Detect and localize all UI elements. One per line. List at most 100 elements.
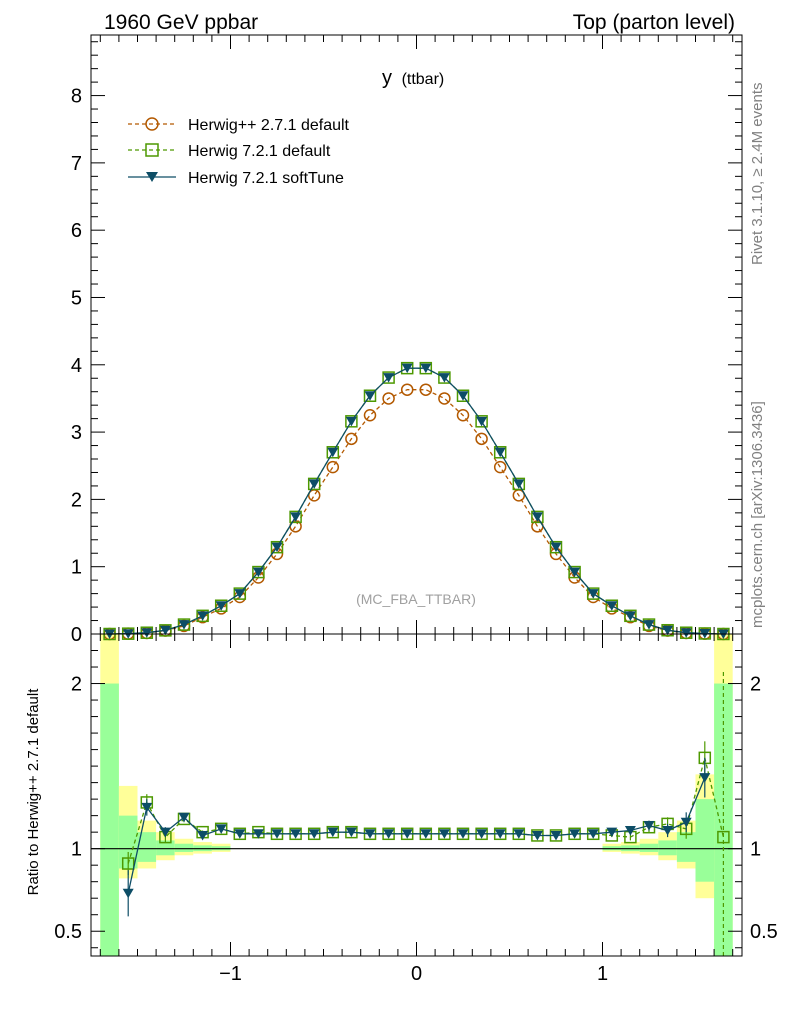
main-point-1 [493,446,507,459]
ratio-point-1 [159,827,171,838]
main-point-1 [196,609,209,623]
main-point-1 [568,565,581,579]
y-tick-label-main: 2 [71,489,82,511]
legend-marker-square [145,143,159,157]
main-point-2 [476,416,488,427]
main-point-1 [307,477,321,491]
ratio-point-1 [699,773,711,783]
main-point-0 [438,392,451,405]
main-series-line-2 [109,367,724,635]
ratio-point-1 [457,829,469,839]
ratio-point-0 [121,857,135,870]
y-tick-label-ratio-left: 2 [71,674,82,696]
ratio-point-1 [531,830,543,841]
main-point-1 [326,446,340,459]
ratio-band-green [137,832,157,862]
ratio-point-1 [141,802,153,813]
main-point-2 [569,567,581,578]
main-point-1 [252,565,265,579]
main-point-2 [587,589,599,599]
ratio-point-1 [494,829,506,839]
main-point-2 [234,589,246,599]
ratio-point-1 [550,830,562,841]
legend-entry-softtune: Herwig 7.2.1 softTune [128,170,344,187]
y-tick-label-main: 6 [71,220,82,242]
main-point-1 [382,371,395,384]
ratio-band-green [695,799,715,882]
main-point-2 [457,391,469,401]
main-point-1 [345,415,358,428]
main-point-2 [141,628,153,638]
ratio-point-1 [587,829,599,839]
main-series-line-0 [109,389,724,635]
main-point-1 [475,415,488,428]
main-point-2 [513,479,525,489]
ratio-band-green [658,840,677,856]
main-point-2 [531,512,543,522]
y-tick-label-ratio-right: 2 [750,674,761,696]
main-point-2 [550,542,562,553]
legend-marker-circle [145,117,159,131]
ratio-point-1 [513,829,525,839]
main-point-1 [549,540,563,554]
ratio-point-1 [624,826,636,836]
main-point-2 [383,373,395,383]
legend-entry-herwig72: Herwig 7.2.1 default [128,143,331,160]
legend-entry-herwigpp: Herwig++ 2.7.1 default [128,117,350,134]
ratio-series-layer [121,671,730,956]
main-point-2 [438,373,450,383]
ratio-point-1 [271,829,283,839]
ratio-point-1 [327,827,339,838]
analysis-tag: (MC_FBA_TTBAR) [356,591,476,607]
main-point-1 [642,618,656,631]
main-point-1 [531,510,544,524]
main-point-0 [345,432,358,446]
y-tick-label-ratio-right: 0.5 [750,921,778,943]
ratio-point-1 [662,826,674,836]
ratio-band-green [100,683,119,956]
main-point-1 [289,510,302,524]
x-tick-label: −1 [219,963,242,985]
header-left: 1960 GeV ppbar [104,11,258,34]
y-tick-label-main: 4 [71,355,82,377]
ratio-point-1 [476,829,488,839]
main-point-1 [456,389,470,402]
main-point-0 [400,383,414,396]
main-point-2 [680,628,692,638]
y-tick-label-main: 8 [71,86,82,108]
main-point-2 [624,611,636,621]
legend-label-herwig72: Herwig 7.2.1 default [188,143,331,160]
y-tick-label-ratio-right: 1 [750,839,761,861]
ratio-band-green [639,843,659,852]
main-point-1 [177,618,191,631]
ratio-point-1 [234,829,246,839]
y-tick-label-main: 3 [71,422,82,444]
main-point-1 [512,477,526,491]
main-point-0 [363,409,377,422]
ratio-band-green [676,832,696,862]
ratio-point-1 [606,827,618,838]
ratio-series-line-1 [127,777,706,894]
main-point-2 [606,601,618,611]
ratio-point-1 [438,829,450,839]
ratio-band-green [174,843,194,852]
main-point-1 [624,609,637,623]
main-point-2 [197,611,209,621]
ratio-ylabel: Ratio to Herwig++ 2.7.1 default [25,688,42,896]
main-point-2 [159,625,171,636]
legend-label-softtune: Herwig 7.2.1 softTune [188,170,344,187]
axes-layer: −1 0 1 0 1 2 3 4 5 6 7 8 0.5 0.5 1 1 2 2 [54,35,778,985]
main-point-1 [605,599,619,612]
main-point-2 [345,416,357,427]
main-point-2 [252,567,264,578]
main-point-2 [308,479,320,489]
ratio-panel-frame [90,633,743,957]
ratio-point-1 [420,829,432,839]
legend-label-herwigpp: Herwig++ 2.7.1 default [188,117,350,134]
mcplots-label: mcplots.cern.ch [arXiv:1306.3436] [749,401,766,628]
main-point-2 [401,363,413,374]
y-tick-label-ratio-left: 0.5 [54,921,82,943]
main-point-2 [364,391,376,401]
ratio-point-1 [178,812,190,823]
